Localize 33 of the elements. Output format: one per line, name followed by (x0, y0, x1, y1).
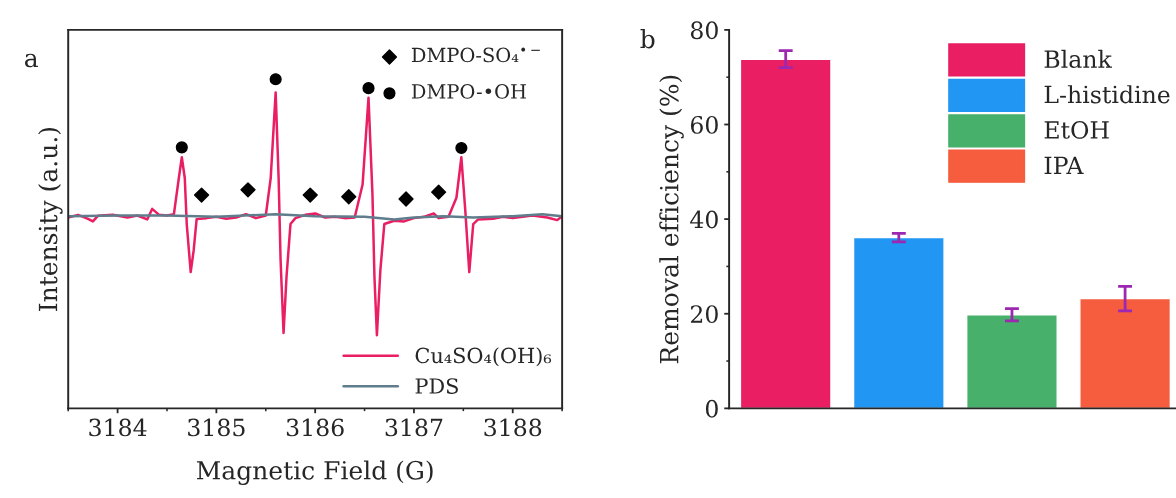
x-tick-label: 3185 (188, 418, 245, 437)
y-tick-label: 60 (690, 115, 718, 134)
point (455, 141, 468, 155)
legend-label: Blank (1044, 49, 1112, 68)
x-tick-label: 3184 (89, 418, 147, 437)
legend-label: Cu₄SO₄(OH)₆ (415, 347, 552, 367)
point (175, 141, 188, 154)
point (398, 191, 414, 207)
chart-title: a (25, 53, 38, 68)
y-axis-title: Removal efficiency (%) (659, 75, 684, 364)
y-tick-label: 0 (705, 399, 718, 418)
y-tick-label: 80 (690, 21, 718, 40)
legend-label: EtOH (1044, 120, 1109, 139)
legend-label: PDS (415, 378, 458, 394)
point (240, 182, 256, 198)
y-tick-label: 40 (690, 210, 718, 229)
legend-label: DMPO-SO₄$^{•−}$ (411, 47, 540, 63)
chart-title: b (640, 29, 655, 49)
y-axis-title: Intensity (a.u.) (38, 127, 63, 311)
x-axis-title: Magnetic Field (G) (196, 460, 433, 485)
point (362, 82, 375, 95)
legend-label: IPA (1044, 156, 1084, 174)
x-tick-label: 3187 (385, 418, 443, 437)
legend-label: L-histidine (1044, 85, 1170, 104)
point (431, 184, 447, 200)
x-tick-label: 3188 (484, 418, 542, 437)
point (341, 189, 357, 205)
legend-label: DMPO-•OH (411, 84, 526, 99)
point (302, 187, 318, 203)
x-tick-label: 3186 (286, 418, 344, 437)
y-tick-label: 20 (690, 305, 718, 324)
point (193, 187, 210, 203)
point (269, 73, 282, 86)
